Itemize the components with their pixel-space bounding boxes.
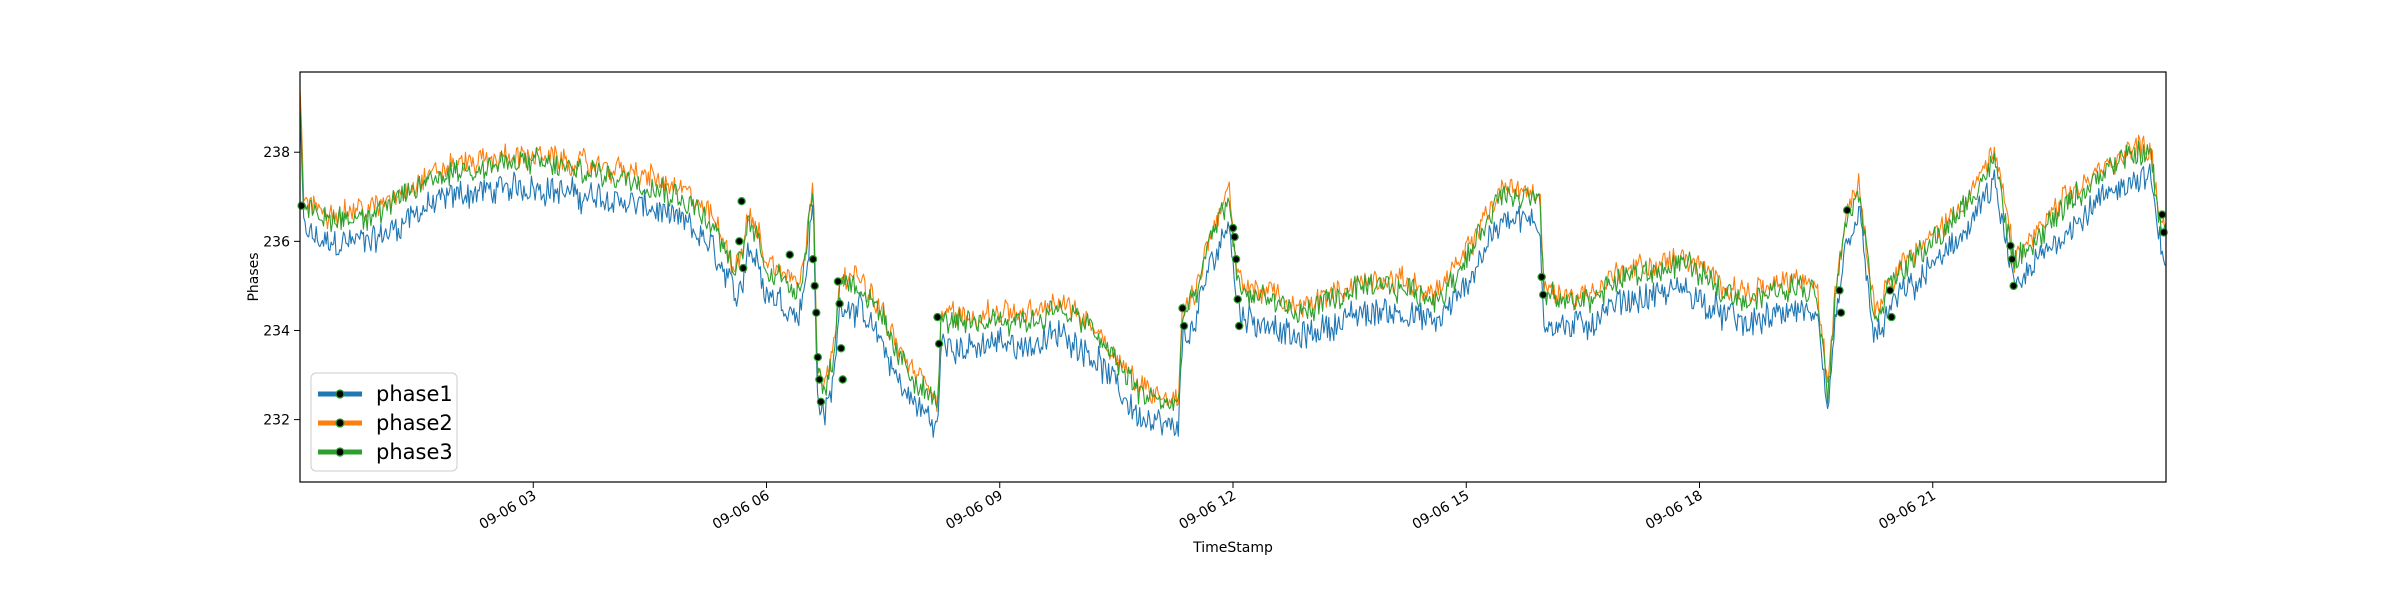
data-marker [833,277,843,286]
legend: phase1 phase2 phase3 [310,372,458,472]
data-marker [1538,290,1548,299]
data-marker [813,353,823,362]
data-marker [2007,255,2017,264]
data-marker [2157,210,2167,219]
data-marker [735,237,744,246]
data-marker [1537,272,1546,282]
data-marker [1836,308,1846,317]
data-marker [1842,205,1852,215]
data-marker [2009,281,2018,291]
y-tick-label: 232 [263,413,290,429]
data-marker [1230,232,1239,242]
data-marker [1233,295,1242,304]
data-marker [785,250,795,259]
legend-marker [335,418,345,428]
data-marker [1887,312,1896,322]
x-axis-label: TimeStamp [1192,540,1273,556]
data-marker [297,201,306,210]
data-marker [1179,321,1189,331]
data-marker [1231,255,1241,264]
data-marker [1835,286,1844,295]
data-marker [1885,286,1895,295]
legend-box [310,372,458,472]
legend-items: phase1 phase2 phase3 [318,382,453,464]
data-marker [1234,321,1244,331]
legend-label-phase1: phase1 [376,382,453,406]
y-tick-label: 238 [263,145,290,161]
data-marker [808,255,818,264]
data-marker [1178,304,1187,313]
data-marker [836,344,846,353]
legend-marker [335,447,345,457]
data-marker [838,375,847,384]
data-marker [812,308,821,317]
legend-label-phase3: phase3 [376,440,453,464]
legend-marker [335,389,345,399]
data-marker [739,263,748,273]
data-marker [835,299,844,308]
data-marker [737,196,746,206]
y-axis-label: Phases [246,252,262,301]
data-marker [815,375,824,384]
data-marker [934,339,944,348]
y-axis: 232 234 236 238 [263,145,300,429]
data-marker [2006,241,2015,250]
legend-label-phase2: phase2 [376,411,453,435]
data-marker [1228,223,1238,233]
data-marker [816,397,826,406]
y-tick-label: 234 [263,323,290,339]
series-line-phase3 [299,109,2167,411]
y-tick-label: 236 [263,234,290,250]
data-marker [810,281,819,291]
marker-layer [297,196,2168,406]
data-marker [933,312,942,322]
